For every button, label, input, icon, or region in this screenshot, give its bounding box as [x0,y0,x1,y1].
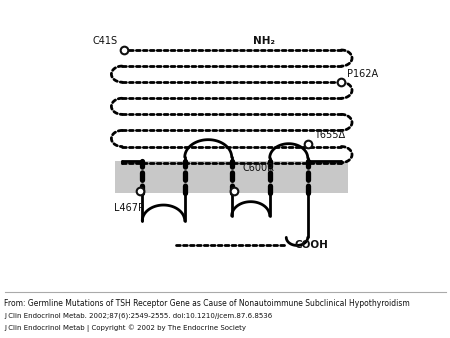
Text: T655Δ: T655Δ [315,130,346,140]
Text: P162A: P162A [346,70,378,79]
Text: J Clin Endocrinol Metab | Copyright © 2002 by The Endocrine Society: J Clin Endocrinol Metab | Copyright © 20… [4,324,247,332]
Text: COOH: COOH [294,240,328,250]
Text: From: Germline Mutations of TSH Receptor Gene as Cause of Nonautoimmune Subclini: From: Germline Mutations of TSH Receptor… [4,299,410,308]
Bar [116,161,348,193]
Text: C600R: C600R [243,163,275,173]
Text: NH₂: NH₂ [253,35,275,46]
Text: C41S: C41S [93,36,117,46]
Text: J Clin Endocrinol Metab. 2002;87(6):2549-2555. doi:10.1210/jcem.87.6.8536: J Clin Endocrinol Metab. 2002;87(6):2549… [4,313,273,319]
Text: L467P: L467P [114,203,144,213]
